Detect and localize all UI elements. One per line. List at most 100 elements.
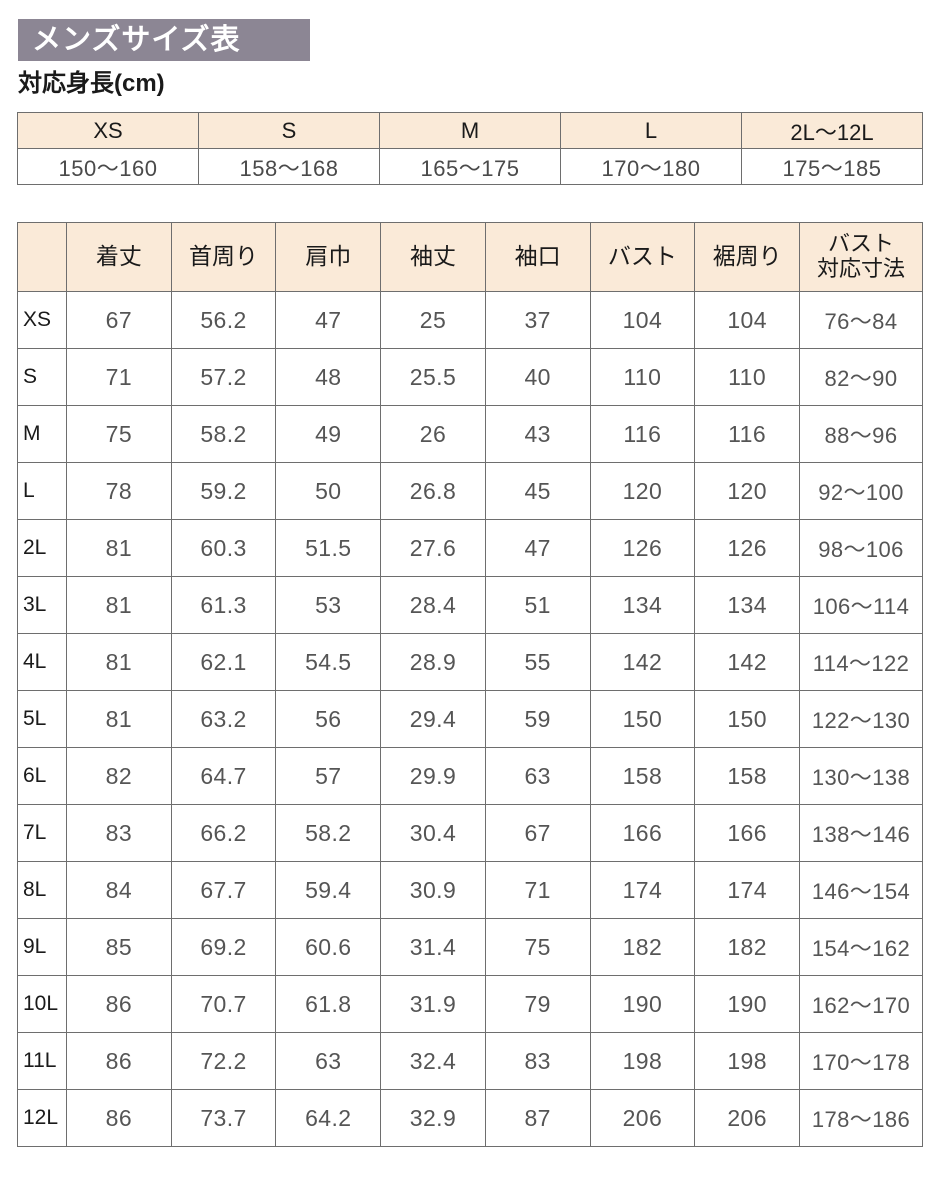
measurement-cell: 84 [66, 861, 172, 919]
measurement-cell: 43 [484, 405, 591, 463]
measurement-cell: 81 [66, 519, 172, 577]
size-label-cell: 11L [17, 1032, 67, 1090]
measurement-cell: 32.4 [380, 1032, 486, 1090]
size-label-cell: 8L [17, 861, 67, 919]
height-table-header-row: XS S M L 2L〜12L [17, 112, 923, 149]
measurement-cell: 134 [589, 576, 696, 634]
measurement-cell: 28.9 [380, 633, 486, 691]
measurement-cell: 71 [484, 861, 591, 919]
table-row: 9L 85 69.2 60.6 31.4 75 182 182 154〜162 [17, 918, 923, 976]
measurement-cell: 32.9 [380, 1089, 486, 1147]
size-label-cell: 10L [17, 975, 67, 1033]
measurement-cell: 206 [694, 1089, 800, 1147]
measurement-header-line: 袖口 [514, 243, 561, 270]
size-label-cell: 4L [17, 633, 67, 691]
measurement-cell: 150 [694, 690, 800, 748]
measurement-header-line: 裾周り [712, 243, 782, 270]
measurement-cell: 67.7 [170, 861, 277, 919]
measurement-cell: 59 [484, 690, 591, 748]
size-label-cell: S [17, 348, 67, 406]
measurement-cell: 59.4 [275, 861, 382, 919]
table-row: S 71 57.2 48 25.5 40 110 110 82〜90 [17, 348, 923, 406]
measurement-cell: 51 [484, 576, 591, 634]
measurement-cell: 56 [275, 690, 382, 748]
measurement-cell: 120 [589, 462, 696, 520]
table-row: 5L 81 63.2 56 29.4 59 150 150 122〜130 [17, 690, 923, 748]
table-row: 4L 81 62.1 54.5 28.9 55 142 142 114〜122 [17, 633, 923, 691]
bust-range-cell: 76〜84 [799, 291, 923, 349]
measurement-cell: 198 [589, 1032, 696, 1090]
measurement-cell: 29.4 [380, 690, 486, 748]
measurement-cell: 27.6 [380, 519, 486, 577]
measurement-cell: 166 [589, 804, 696, 862]
measurement-cell: 37 [484, 291, 591, 349]
measurement-cell: 126 [694, 519, 800, 577]
measurement-cell: 83 [66, 804, 172, 862]
bust-range-cell: 82〜90 [799, 348, 923, 406]
measurement-cell: 134 [694, 576, 800, 634]
measurement-cell: 73.7 [170, 1089, 277, 1147]
measurement-cell: 58.2 [170, 405, 277, 463]
bust-range-cell: 98〜106 [799, 519, 923, 577]
table-row: 3L 81 61.3 53 28.4 51 134 134 106〜114 [17, 576, 923, 634]
size-label-text: 3L [23, 593, 47, 617]
height-header-cell: L [560, 112, 742, 149]
measurement-header-line: 首周り [189, 243, 259, 270]
table-row: 11L 86 72.2 63 32.4 83 198 198 170〜178 [17, 1032, 923, 1090]
measurement-cell: 64.2 [275, 1089, 382, 1147]
table-row: 8L 84 67.7 59.4 30.9 71 174 174 146〜154 [17, 861, 923, 919]
table-row: L 78 59.2 50 26.8 45 120 120 92〜100 [17, 462, 923, 520]
measurement-cell: 78 [66, 462, 172, 520]
measurement-cell: 142 [694, 633, 800, 691]
measurement-cell: 206 [589, 1089, 696, 1147]
height-table-value-row: 150〜160 158〜168 165〜175 170〜180 175〜185 [17, 148, 923, 185]
measurement-cell: 190 [589, 975, 696, 1033]
measurement-header-line: バスト [607, 243, 677, 270]
bust-range-cell: 92〜100 [799, 462, 923, 520]
measurement-header-row: 着丈 首周り 肩巾 袖丈 袖口 バスト 裾周り バスト 対応寸法 [17, 222, 923, 292]
measurement-header-line: 対応寸法 [816, 256, 905, 281]
height-header-cell: 2L〜12L [741, 112, 923, 149]
table-row: 7L 83 66.2 58.2 30.4 67 166 166 138〜146 [17, 804, 923, 862]
measurement-cell: 166 [694, 804, 800, 862]
measurement-cell: 50 [275, 462, 382, 520]
measurement-cell: 158 [694, 747, 800, 805]
measurement-cell: 64.7 [170, 747, 277, 805]
measurement-cell: 174 [589, 861, 696, 919]
measurement-cell: 47 [484, 519, 591, 577]
measurement-cell: 75 [66, 405, 172, 463]
measurement-cell: 59.2 [170, 462, 277, 520]
measurement-cell: 82 [66, 747, 172, 805]
measurement-cell: 63 [275, 1032, 382, 1090]
measurement-cell: 51.5 [275, 519, 382, 577]
measurement-header-cell: 着丈 [66, 222, 172, 292]
table-row: XS 67 56.2 47 25 37 104 104 76〜84 [17, 291, 923, 349]
bust-range-cell: 162〜170 [799, 975, 923, 1033]
height-header-cell: M [379, 112, 561, 149]
measurement-header-line: 袖丈 [409, 243, 456, 270]
measurement-cell: 60.3 [170, 519, 277, 577]
measurement-cell: 83 [484, 1032, 591, 1090]
measurement-cell: 110 [589, 348, 696, 406]
measurement-cell: 25 [380, 291, 486, 349]
size-label-text: 4L [23, 650, 47, 674]
table-row: 2L 81 60.3 51.5 27.6 47 126 126 98〜106 [17, 519, 923, 577]
measurement-cell: 104 [589, 291, 696, 349]
bust-range-cell: 114〜122 [799, 633, 923, 691]
size-label-text: 9L [23, 935, 47, 959]
height-value-cell: 150〜160 [17, 148, 199, 185]
measurement-cell: 72.2 [170, 1032, 277, 1090]
table-row: 6L 82 64.7 57 29.9 63 158 158 130〜138 [17, 747, 923, 805]
measurement-cell: 86 [66, 975, 172, 1033]
measurement-cell: 40 [484, 348, 591, 406]
measurement-cell: 30.9 [380, 861, 486, 919]
bust-range-cell: 178〜186 [799, 1089, 923, 1147]
measurement-cell: 53 [275, 576, 382, 634]
size-label-text: 5L [23, 707, 47, 731]
height-header-cell: S [198, 112, 380, 149]
measurement-cell: 62.1 [170, 633, 277, 691]
measurement-cell: 26.8 [380, 462, 486, 520]
measurement-cell: 54.5 [275, 633, 382, 691]
size-label-text: L [23, 479, 35, 503]
measurement-cell: 126 [589, 519, 696, 577]
